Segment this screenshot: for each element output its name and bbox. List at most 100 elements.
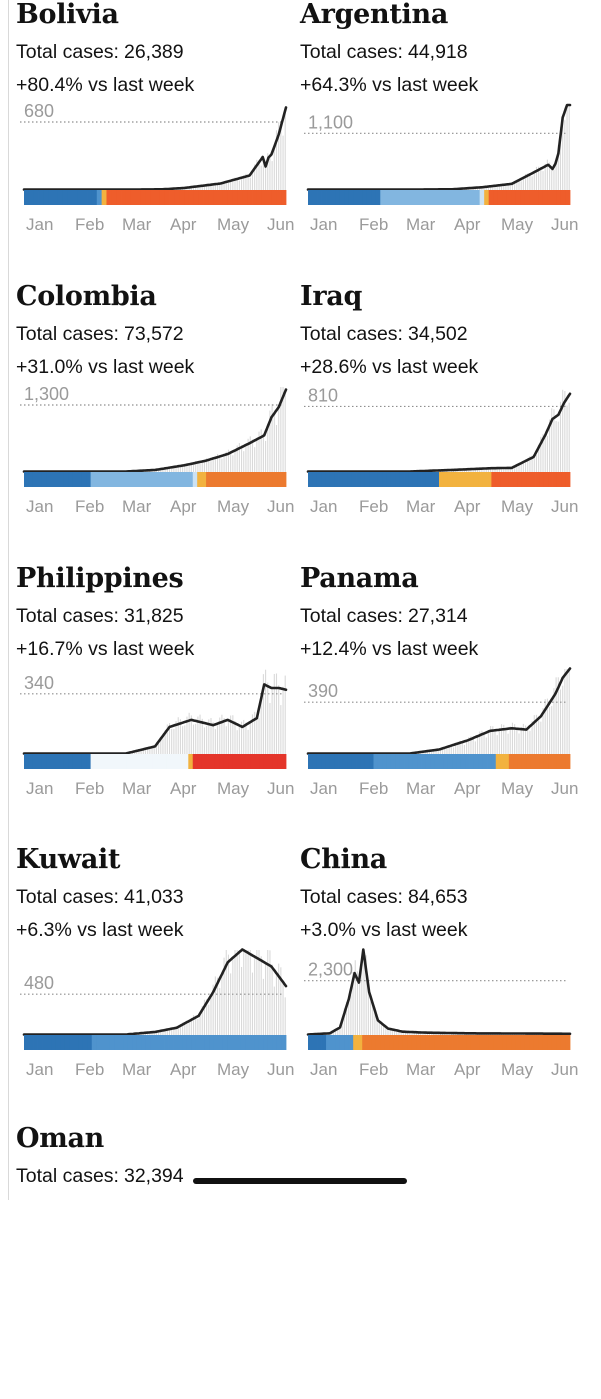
trend-segment <box>65 1035 70 1050</box>
daily-bar <box>381 1025 382 1035</box>
trend-segment <box>474 472 479 487</box>
daily-bar <box>243 951 244 1035</box>
trend-segment <box>522 472 527 487</box>
trend-segment <box>53 190 58 205</box>
trend-segment <box>78 1035 83 1050</box>
trend-segment <box>529 190 534 205</box>
daily-bar <box>274 987 275 1035</box>
home-indicator[interactable] <box>193 1178 407 1184</box>
month-label-apr: Apr <box>170 215 197 234</box>
daily-bar <box>178 1028 179 1035</box>
weekly-change: +80.4% vs last week <box>16 73 194 97</box>
trend-segment <box>452 472 457 487</box>
daily-bar <box>195 724 196 754</box>
trend-segment <box>535 472 540 487</box>
trend-segment <box>95 472 100 487</box>
month-label-jun: Jun <box>551 779 578 798</box>
trend-segment <box>543 1035 548 1050</box>
trend-segment <box>108 472 113 487</box>
trend-segment <box>55 754 60 769</box>
daily-bar <box>210 998 211 1035</box>
trend-segment <box>394 1035 399 1050</box>
trend-segment <box>553 472 558 487</box>
trend-segment <box>520 190 525 205</box>
weekly-change-value: +31.0% <box>16 356 83 378</box>
trend-segment <box>224 472 229 487</box>
trend-segment <box>480 190 485 205</box>
trend-segment <box>131 190 136 205</box>
trend-segment <box>56 1035 61 1050</box>
reference-value-label: 1,100 <box>308 112 353 132</box>
trend-segment <box>552 190 557 205</box>
trend-segment <box>162 472 167 487</box>
country-name: Philippines <box>16 564 183 594</box>
trend-segment <box>69 1035 74 1050</box>
trend-segment <box>443 754 448 769</box>
daily-bar <box>564 120 565 190</box>
trend-segment <box>117 472 122 487</box>
trend-segment <box>509 472 514 487</box>
trend-segment <box>509 754 514 769</box>
trend-segment <box>219 754 224 769</box>
trend-segment <box>68 754 73 769</box>
trend-segment <box>114 1035 119 1050</box>
total-cases: Total cases:44,918 <box>300 40 468 64</box>
trend-segment <box>92 190 97 205</box>
trend-segment <box>308 190 313 205</box>
trend-segment <box>453 1035 458 1050</box>
trend-segment <box>493 190 498 205</box>
trend-segment <box>557 754 562 769</box>
daily-bar <box>228 183 229 190</box>
daily-bar <box>200 464 201 472</box>
trend-segment <box>171 472 176 487</box>
trend-segment <box>539 472 544 487</box>
daily-bar <box>173 729 174 754</box>
trend-segment <box>483 472 488 487</box>
trend-segment <box>408 472 413 487</box>
daily-bar <box>272 965 273 1035</box>
daily-bar <box>256 716 257 754</box>
month-label-apr: Apr <box>170 1060 197 1079</box>
month-label-feb: Feb <box>75 215 104 234</box>
trend-segment <box>34 190 39 205</box>
trend-segment <box>389 190 394 205</box>
weekly-change-label: vs last week <box>77 919 183 941</box>
daily-bar <box>219 988 220 1035</box>
trend-segment <box>378 754 383 769</box>
daily-bar <box>361 968 362 1035</box>
trend-segment <box>518 472 523 487</box>
trend-segment <box>51 1035 56 1050</box>
trend-segment <box>547 1035 552 1050</box>
country-name: Iraq <box>300 282 362 312</box>
month-label-feb: Feb <box>75 497 104 516</box>
daily-bar <box>256 950 257 1035</box>
trend-segment <box>132 1035 137 1050</box>
daily-bar <box>280 123 281 190</box>
daily-bar <box>556 421 557 472</box>
trend-segment <box>465 472 470 487</box>
trend-segment <box>471 1035 476 1050</box>
total-cases-label: Total cases: <box>300 323 403 345</box>
trend-strip <box>308 472 570 487</box>
trend-segment <box>407 190 412 205</box>
daily-bar <box>217 185 218 190</box>
daily-bar <box>200 1015 201 1035</box>
daily-bar <box>206 726 207 754</box>
daily-bar <box>234 451 235 472</box>
trend-segment <box>552 1035 557 1050</box>
trend-segment <box>102 190 107 205</box>
month-label-may: May <box>501 1060 534 1079</box>
trend-segment <box>113 754 118 769</box>
trend-segment <box>362 1035 367 1050</box>
daily-bar <box>258 718 259 754</box>
trend-segment <box>184 190 189 205</box>
trend-segment <box>487 472 492 487</box>
trend-segment <box>353 190 358 205</box>
trend-segment <box>170 190 175 205</box>
trend-segment <box>448 1035 453 1050</box>
daily-bar <box>523 463 524 472</box>
trend-segment <box>135 472 140 487</box>
trend-segment <box>376 1035 381 1050</box>
